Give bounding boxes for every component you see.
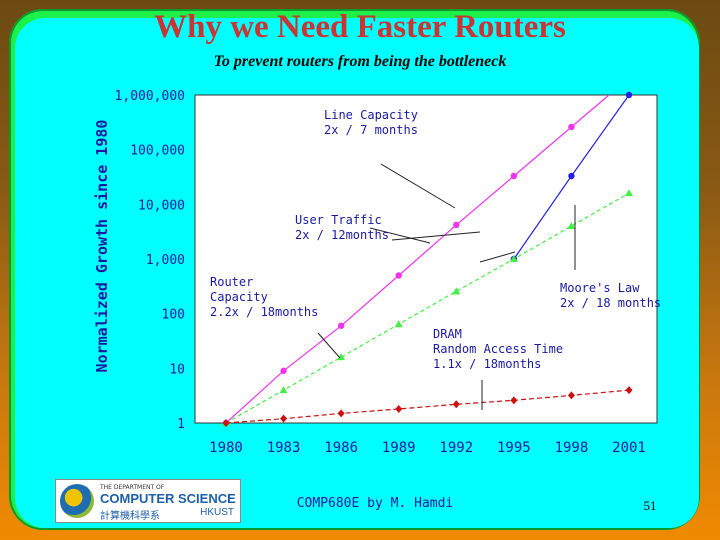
slide-subtitle: To prevent routers from being the bottle…	[213, 53, 507, 70]
data-point-line_capacity	[453, 221, 460, 229]
department-logo: THE DEPARTMENT OF COMPUTER SCIENCE 計算機科學…	[55, 479, 241, 523]
data-point-line_capacity	[337, 322, 345, 329]
annotation-text: User Traffic	[295, 213, 382, 227]
annotation-leader	[479, 251, 516, 263]
data-point-dram	[510, 396, 518, 405]
data-point-line_capacity	[395, 272, 402, 279]
x-tick-label: 1992	[439, 440, 473, 456]
annotation-text: Line Capacity	[324, 108, 418, 122]
x-tick-label: 1995	[497, 440, 531, 456]
logo-line4: HKUST	[200, 507, 234, 518]
logo-line3: 計算機科學系	[100, 511, 160, 522]
annotation-text: Moore's Law	[560, 281, 640, 295]
data-point-dram	[280, 414, 288, 423]
hkust-emblem-icon	[60, 484, 94, 518]
y-tick-label: 10,000	[138, 198, 185, 213]
data-point-user_traffic	[394, 320, 403, 328]
data-point-user_traffic	[337, 353, 346, 361]
x-tick-label: 1983	[267, 440, 301, 456]
data-point-router_capacity	[568, 172, 575, 180]
series-line-line_capacity	[225, 94, 610, 424]
x-tick-label: 2001	[612, 440, 646, 456]
logo-line2: COMPUTER SCIENCE	[100, 491, 236, 506]
annotation-text: 1.1x / 18months	[433, 357, 541, 371]
annotation-text: DRAM	[433, 327, 462, 341]
data-point-dram	[452, 400, 460, 409]
data-point-dram	[567, 391, 575, 400]
data-point-dram	[337, 409, 345, 418]
annotation-background	[429, 324, 574, 375]
y-tick-label: 100	[162, 308, 185, 323]
y-tick-label: 10	[169, 362, 185, 377]
y-tick-label: 1,000	[146, 253, 185, 268]
annotation-leader	[391, 231, 481, 241]
plot-area	[194, 94, 658, 424]
x-tick-label: 1980	[209, 440, 243, 456]
data-point-dram	[625, 386, 633, 395]
data-point-dram	[395, 405, 403, 414]
y-tick-label: 100,000	[130, 144, 185, 159]
annotation-text: 2x / 12months	[295, 228, 389, 242]
annotation-text: Random Access Time	[433, 342, 563, 356]
x-tick-label: 1998	[555, 440, 589, 456]
data-point-line_capacity	[280, 367, 287, 375]
data-point-dram	[222, 419, 230, 427]
annotation-text: Capacity	[210, 290, 268, 304]
annotation-text: 2x / 7 months	[324, 123, 418, 137]
page-number: 51	[643, 498, 657, 513]
data-point-user_traffic	[625, 189, 633, 197]
data-point-user_traffic	[509, 255, 518, 262]
data-point-user_traffic	[452, 287, 461, 295]
annotation-leader	[369, 227, 431, 244]
annotation-text: 2.2x / 18months	[210, 305, 318, 319]
slide-footer: COMP680E by M. Hamdi	[296, 496, 454, 511]
slide-title: Why we Need Faster Routers	[154, 9, 566, 45]
data-point-line_capacity	[568, 123, 575, 131]
logo-line1: THE DEPARTMENT OF	[100, 484, 165, 491]
y-tick-label: 1	[177, 417, 185, 432]
data-point-router_capacity	[625, 91, 633, 99]
y-axis-label: Normalized Growth since 1980	[93, 120, 111, 373]
x-tick-label: 1989	[382, 440, 416, 456]
data-point-line_capacity	[510, 172, 518, 180]
annotation-text: Router	[210, 275, 253, 289]
x-tick-label: 1986	[324, 440, 358, 456]
data-point-user_traffic	[279, 386, 288, 394]
y-tick-label: 1,000,000	[115, 89, 185, 104]
series-line-user_traffic	[225, 192, 630, 424]
series-line-dram	[225, 389, 630, 424]
data-point-user_traffic	[567, 222, 576, 230]
annotation-leader	[380, 163, 456, 209]
annotation-text: 2x / 18 months	[560, 296, 661, 310]
annotation-leader	[317, 332, 341, 359]
